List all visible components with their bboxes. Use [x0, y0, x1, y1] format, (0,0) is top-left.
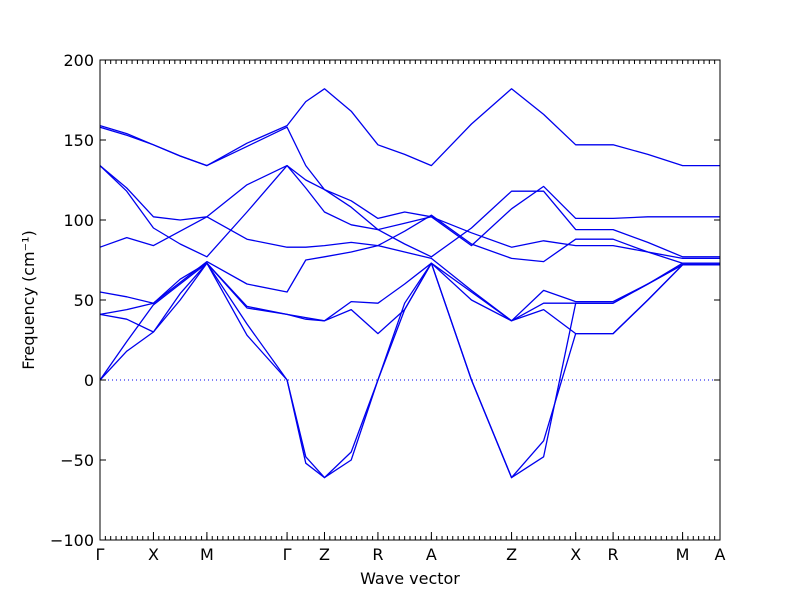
- x-axis-title: Wave vector: [360, 569, 460, 588]
- x-tick-label: Z: [319, 545, 330, 564]
- phonon-band-9: [99, 262, 720, 479]
- x-tick-label: R: [372, 545, 383, 564]
- phonon-band-1: [99, 88, 720, 167]
- x-tick-label: A: [426, 545, 437, 564]
- x-tick-label: R: [608, 545, 619, 564]
- x-tick-label: Γ: [283, 545, 292, 564]
- phonon-band-5: [99, 214, 720, 264]
- y-tick-label: −100: [50, 531, 94, 550]
- phonon-band-10: [99, 262, 720, 479]
- phonon-band-2: [99, 126, 720, 247]
- x-tick-label: Z: [506, 545, 517, 564]
- x-tick-label: X: [148, 545, 159, 564]
- y-tick-label: 200: [63, 51, 94, 70]
- y-tick-label: 100: [63, 211, 94, 230]
- y-axis-ticks: −100 −50 0 50 100 150 200: [50, 51, 720, 550]
- phonon-band-4: [99, 164, 720, 260]
- x-tick-label: M: [676, 545, 690, 564]
- y-tick-label: 50: [74, 291, 94, 310]
- x-tick-label: X: [570, 545, 581, 564]
- y-tick-label: −50: [60, 451, 94, 470]
- x-tick-label: M: [200, 545, 214, 564]
- x-tick-label: A: [715, 545, 726, 564]
- plot-area: [99, 88, 720, 479]
- y-axis-title: Frequency (cm⁻¹): [19, 230, 38, 369]
- y-tick-label: 150: [63, 131, 94, 150]
- y-tick-label: 0: [84, 371, 94, 390]
- x-tick-label: Γ: [96, 545, 105, 564]
- phonon-band-3: [99, 164, 720, 258]
